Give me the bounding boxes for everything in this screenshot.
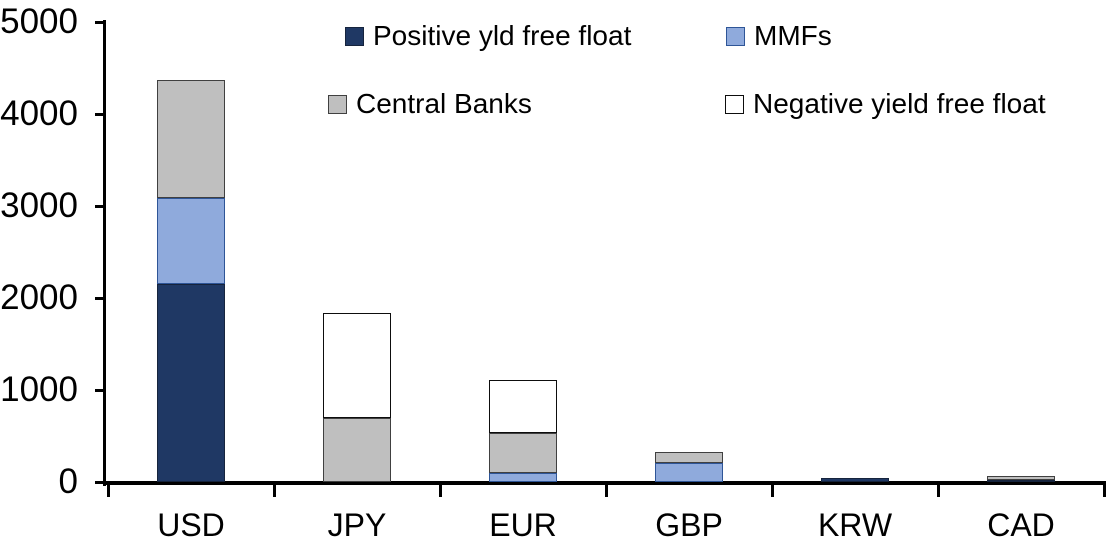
x-axis-category-label: KRW [817, 507, 893, 543]
legend-swatch-positive-yld-free-float [345, 26, 364, 46]
bar-segment-usd [157, 79, 225, 199]
bar-segment-eur [489, 380, 557, 433]
y-axis-tick-label: 0 [58, 462, 78, 501]
x-axis-tick [1103, 482, 1106, 497]
y-axis-line [103, 20, 106, 486]
x-axis-category-label: CAD [987, 507, 1055, 543]
y-axis-tick [95, 21, 104, 24]
legend-label: MMFs [754, 20, 832, 51]
legend-label: Central Banks [356, 88, 532, 119]
x-axis-tick [107, 482, 110, 497]
legend-swatch-negative-yield-free-float [725, 94, 744, 114]
bar-segment-gbp [655, 452, 723, 463]
y-axis-tick [95, 113, 104, 116]
y-axis-tick-label: 2000 [0, 278, 78, 317]
y-axis-tick [95, 389, 104, 392]
x-axis-tick [273, 482, 276, 497]
x-axis-tick [439, 482, 442, 497]
bar-segment-cad [987, 476, 1055, 480]
x-axis-category-label: GBP [655, 507, 723, 543]
bar-segment-usd [157, 284, 225, 482]
y-axis-tick [95, 205, 104, 208]
legend-item-mmfs: MMFs [726, 22, 832, 50]
legend-item-negative-yield-free-float: Negative yield free float [725, 90, 1046, 118]
x-axis-category-label: EUR [489, 507, 557, 543]
y-axis-tick-label: 4000 [0, 94, 78, 133]
legend-item-central-banks: Central Banks [328, 90, 532, 118]
bar-segment-krw [821, 477, 889, 482]
bar-segment-eur [489, 432, 557, 474]
legend-swatch-mmfs [726, 26, 745, 46]
legend-item-positive-yld-free-float: Positive yld free float [345, 22, 631, 50]
y-axis-tick-label: 3000 [0, 186, 78, 225]
x-axis-category-label: JPY [327, 507, 387, 543]
x-axis-tick [937, 482, 940, 497]
x-axis-line [103, 481, 1106, 485]
x-axis-tick [771, 482, 774, 497]
y-axis-tick-label: 5000 [0, 2, 78, 41]
y-axis-tick [95, 481, 104, 484]
bar-segment-jpy [323, 312, 391, 418]
bar-segment-eur [489, 473, 557, 482]
legend-label: Negative yield free float [753, 88, 1046, 119]
y-axis-tick-label: 1000 [0, 370, 78, 409]
legend-swatch-central-banks [328, 94, 347, 114]
bar-segment-cad [987, 479, 1055, 482]
legend-label: Positive yld free float [373, 20, 632, 51]
x-axis-category-label: USD [157, 507, 225, 543]
bar-segment-usd [157, 198, 225, 285]
bar-segment-jpy [323, 417, 391, 482]
x-axis-tick [605, 482, 608, 497]
y-axis-tick [95, 297, 104, 300]
bar-segment-gbp [655, 462, 723, 482]
